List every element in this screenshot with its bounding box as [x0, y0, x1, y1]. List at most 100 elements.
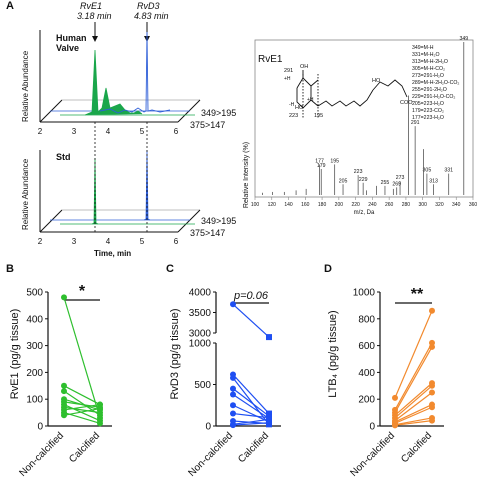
y-tick-label: 0 [205, 422, 211, 433]
top-ylabel: Relative Abundance [21, 50, 30, 122]
bottom-label: Std [56, 152, 71, 162]
spectrum-peak-label: 179 [317, 163, 326, 169]
panel-label-d: D [324, 263, 332, 275]
spectrum-x-tick-label: 320 [435, 202, 444, 208]
chromatogram-bottom: Std 349>195 375>147 Relative Abundance [21, 122, 236, 238]
y-tick-label: 200 [26, 368, 43, 379]
pair-line [63, 403, 101, 411]
y-tick-label: 3000 [189, 329, 212, 340]
pair-line [232, 404, 270, 423]
peak-label-rve1-time: 3.18 min [77, 11, 112, 21]
point-non-calcified [61, 294, 67, 301]
spectrum-title: RvE1 [258, 54, 283, 65]
spectrum-frame [254, 39, 474, 198]
spectrum-peak-label: 269 [392, 181, 401, 187]
point-non-calcified [230, 301, 236, 308]
top-x-ticks: 2 3 4 5 6 [38, 127, 179, 136]
bottom-right-edge [177, 209, 201, 233]
pair-line [232, 418, 270, 425]
top-rvd3-trace [99, 31, 171, 114]
y-tick-label: 300 [26, 341, 43, 352]
top-x-tick-label: 2 [38, 127, 43, 136]
point-non-calcified [392, 394, 398, 401]
chromatogram-xlabel: Time, min [94, 249, 131, 258]
y-tick-label: 0 [37, 422, 43, 433]
point-non-calcified [230, 422, 236, 429]
panel-c-xlabel-noncalcified: Non-calcified [186, 430, 235, 479]
pair-line [232, 374, 270, 414]
spectrum-x-tick-label: 140 [284, 202, 293, 208]
bottom-x-tick-label: 5 [140, 237, 145, 246]
spectrum-xlabel: m/z, Da [354, 210, 375, 216]
y-tick-label: 200 [358, 395, 375, 406]
panel-label-c: C [166, 263, 174, 275]
spectrum-peak-label: 255 [381, 180, 390, 186]
panel-b-ylabel: RvE1 (pg/g tissue) [9, 309, 21, 399]
pair-line [63, 297, 101, 419]
rve1-structure [296, 70, 408, 118]
bottom-x-tick-label: 6 [174, 237, 179, 246]
struct-label-ho-1: HO [295, 105, 304, 111]
struct-label-h-2: -H [289, 102, 295, 108]
structure-tail [372, 79, 408, 98]
bottom-transition-2: 375>147 [190, 228, 225, 238]
struct-label-h-3: +H [307, 97, 314, 103]
y-tick-label: 600 [358, 341, 375, 352]
point-non-calcified [230, 385, 236, 392]
point-non-calcified [61, 412, 67, 419]
panel-b-significance: * [79, 283, 86, 300]
struct-label-h-1: +H [284, 76, 291, 82]
point-calcified [429, 389, 435, 396]
pair-line [394, 342, 433, 411]
top-x-tick-label: 4 [106, 127, 111, 136]
y-tick-label: 800 [358, 314, 375, 325]
point-non-calcified [230, 391, 236, 398]
pair-line [394, 406, 433, 424]
panel-d-xlabel-calcified: Calcified [399, 430, 434, 465]
spectrum-peak-label: 223 [354, 169, 363, 175]
pair-line [394, 417, 433, 426]
spectrum-peak-label: 313 [429, 178, 438, 184]
fragment-item: 305=M-H-CO₂ [412, 66, 445, 72]
bottom-x-tick-label: 4 [106, 237, 111, 246]
spectrum-x-tick-label: 120 [268, 202, 277, 208]
panel-b-rve1-plot: RvE1 (pg/g tissue) * Non-calcified Calci… [9, 283, 112, 479]
y-tick-label: 500 [26, 288, 43, 299]
panel-d-ltb4-plot: LTB₄ (pg/g tissue) ** Non-calcified Calc… [327, 286, 444, 479]
pair-line [232, 388, 270, 417]
bottom-x-ticks: 2 3 4 5 6 [38, 237, 179, 246]
peak-label-rve1-name: RvE1 [80, 1, 102, 11]
pair-line [232, 303, 270, 338]
spectrum-x-tick-label: 100 [251, 202, 260, 208]
pair-line [63, 407, 101, 416]
panel-c-rvd3-plot: RvD3 (pg/g tissue) p=0.06 Non-calcified … [169, 288, 281, 479]
top-transition-2: 375>147 [190, 120, 225, 130]
y-tick-label: 400 [26, 314, 43, 325]
peak-label-rvd3-name: RvD3 [137, 1, 160, 11]
pair-line [394, 404, 433, 423]
panel-d-significance: ** [411, 286, 424, 303]
spectrum-x-ticks: 100 120 140 160 180 200 220 240 260 280 300 320 340 3… [251, 197, 478, 208]
struct-label-oh: OH [300, 64, 308, 70]
y-tick-label: 500 [194, 380, 211, 391]
fragment-item: 179=223-CO₂ [412, 108, 444, 114]
top-transition-1: 349>195 [201, 108, 236, 118]
top-x-tick-label: 5 [140, 127, 145, 136]
pair-line [394, 385, 433, 419]
panel-label-b: B [6, 263, 14, 275]
panel-b-xlabel-calcified: Calcified [67, 430, 102, 465]
spectrum-peak-label: 291 [411, 120, 420, 126]
point-calcified [266, 334, 272, 341]
spectrum-peak-label: 349 [459, 36, 468, 42]
y-tick-label: 1000 [353, 288, 376, 299]
spectrum-x-tick-label: 240 [368, 202, 377, 208]
spectrum-x-tick-label: 280 [402, 202, 411, 208]
pair-line [394, 310, 433, 399]
point-non-calcified [230, 374, 236, 381]
pair-line [232, 393, 270, 420]
panel-c-ylabel: RvD3 (pg/g tissue) [169, 308, 181, 399]
spectrum-x-tick-label: 360 [469, 202, 478, 208]
struct-label-223: 223 [289, 113, 298, 119]
pair-line [394, 346, 433, 413]
